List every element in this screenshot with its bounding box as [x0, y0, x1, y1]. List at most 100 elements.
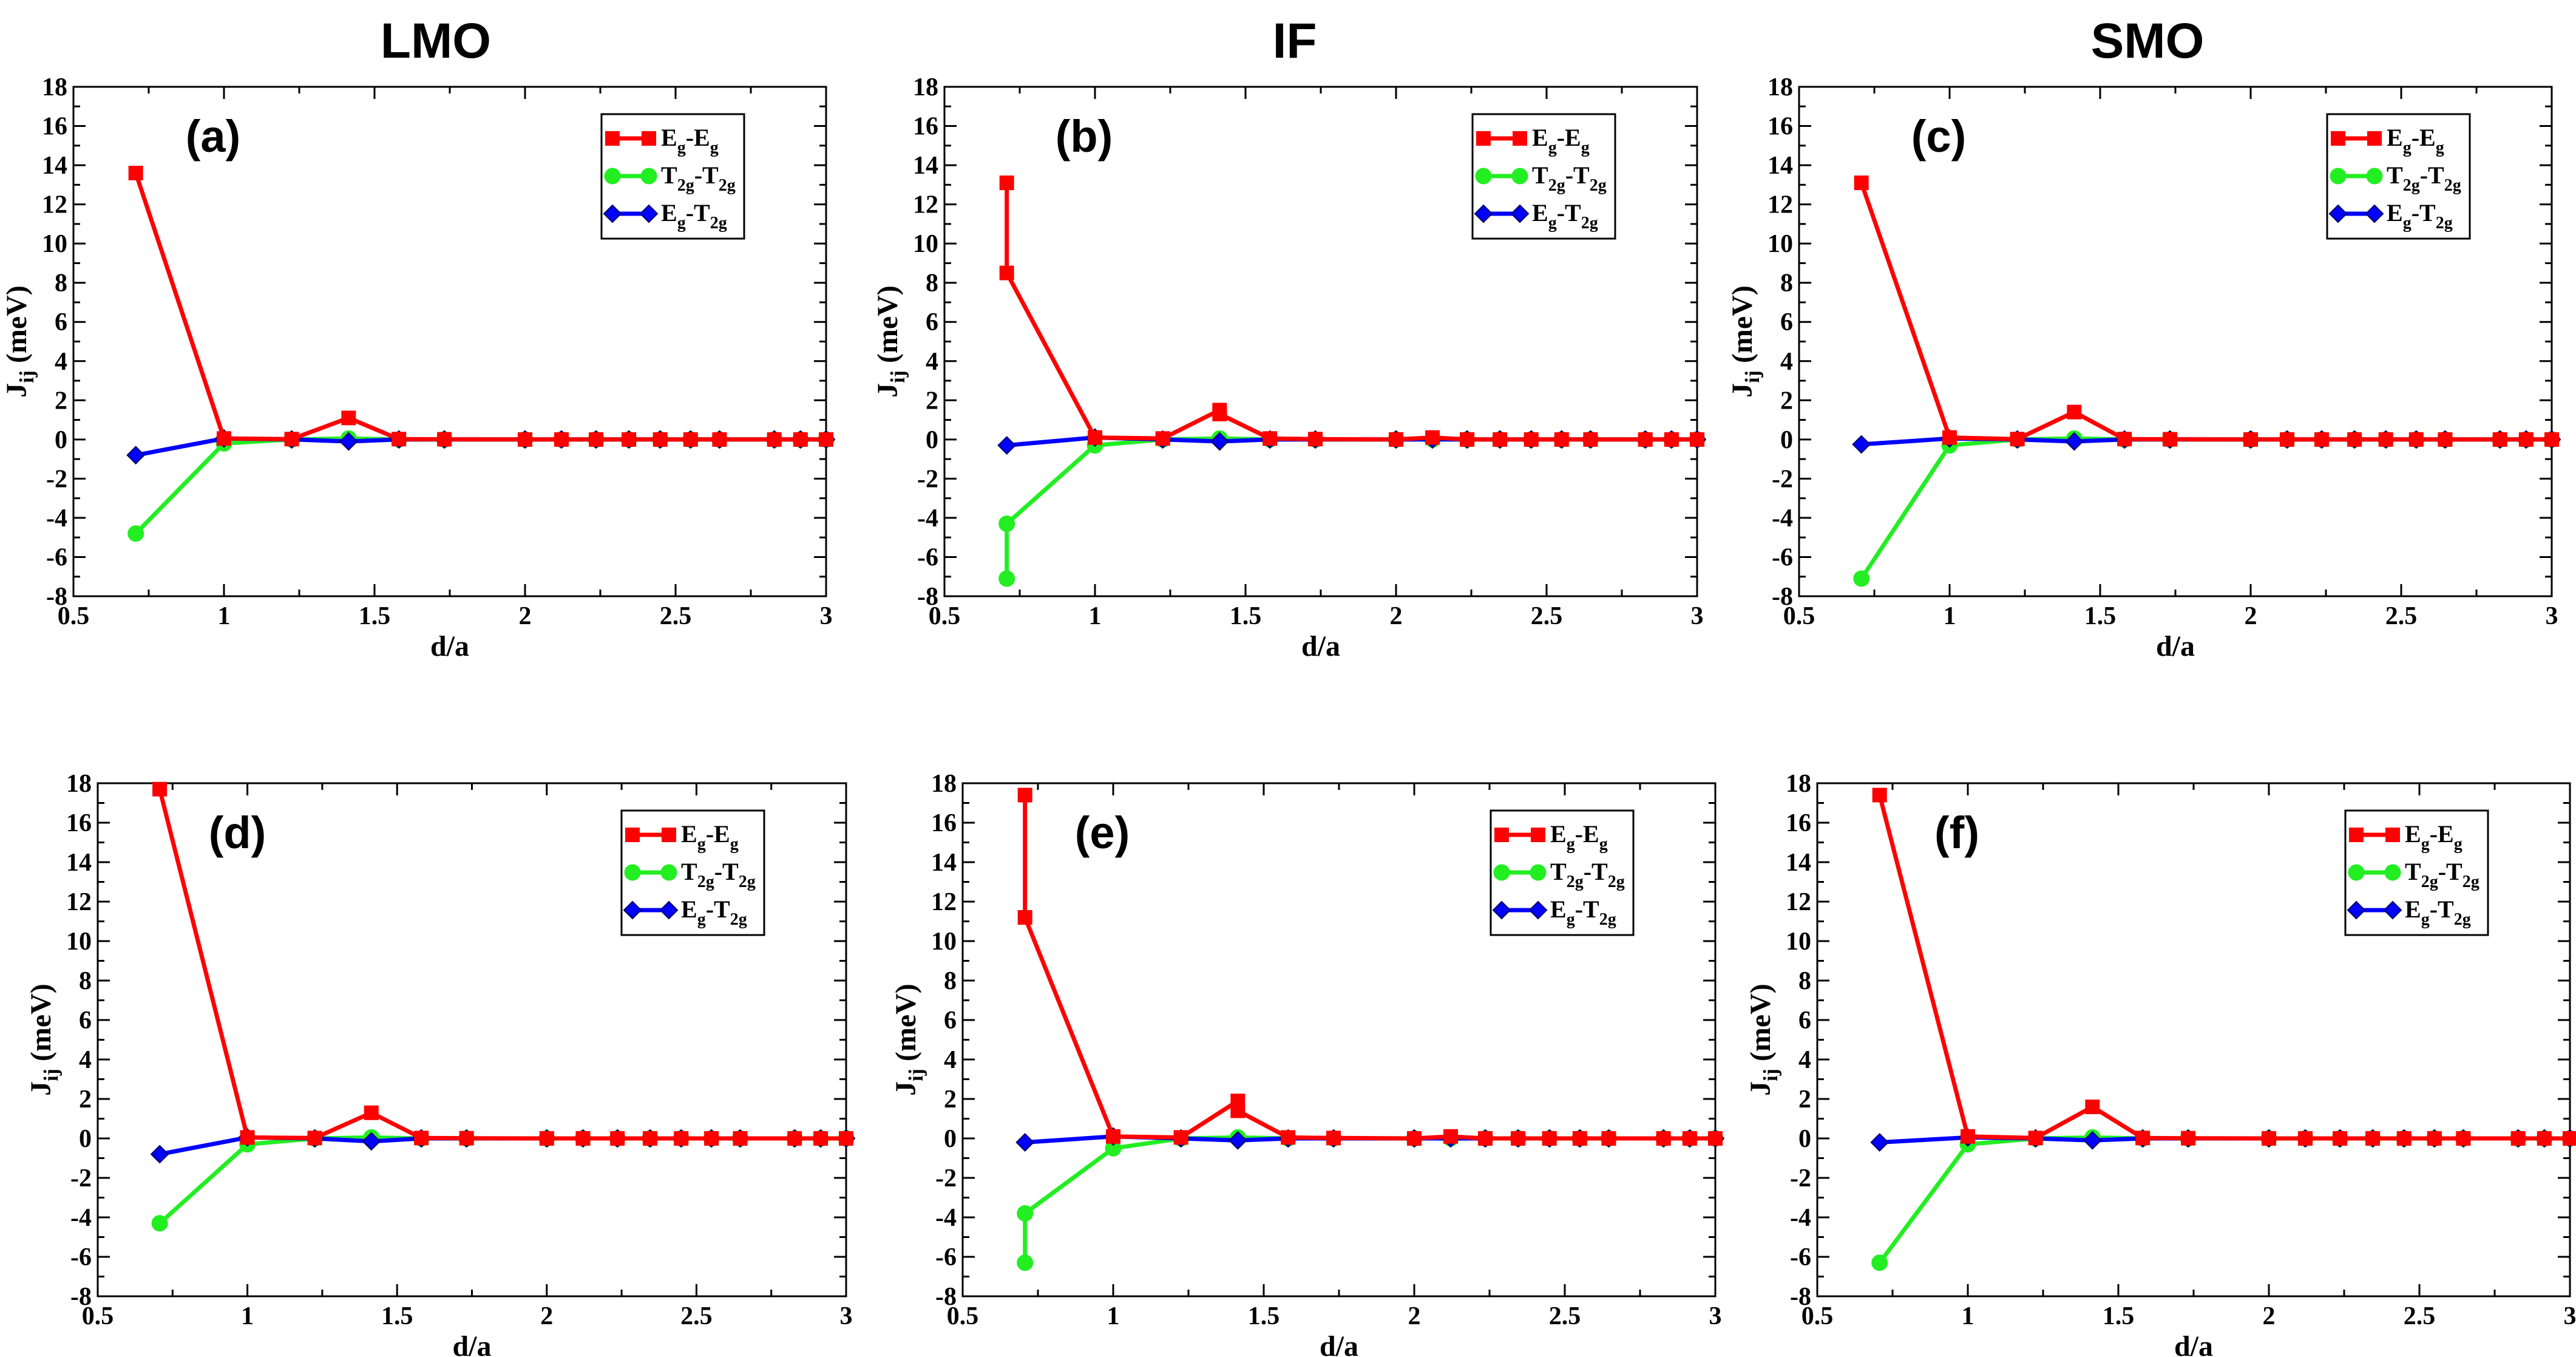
y-tick-label: 12 — [931, 888, 957, 916]
data-point-eg-eg — [2117, 432, 2132, 447]
legend-marker — [604, 168, 621, 185]
y-tick-label: -6 — [1772, 543, 1793, 571]
data-point-eg-eg — [999, 265, 1014, 281]
y-tick-label: 14 — [1768, 152, 1793, 180]
y-tick-label: -6 — [917, 543, 938, 571]
data-point-eg-eg — [1572, 1131, 1587, 1146]
y-tick-label: 2 — [79, 1086, 92, 1114]
data-point-eg-eg — [539, 1131, 554, 1146]
series-line-eg-eg — [1005, 183, 1697, 442]
data-point-eg-t2g — [997, 436, 1017, 455]
data-point-eg-eg — [1872, 787, 1887, 803]
data-point-eg-t2g — [126, 446, 146, 465]
legend-label-part: 2g — [739, 872, 756, 891]
legend-marker — [2384, 864, 2401, 881]
y-tick-label: 18 — [42, 73, 67, 101]
y-tick-label: -8 — [46, 583, 67, 611]
legend-label-part: g — [2436, 138, 2444, 157]
legend-label-part: g — [697, 910, 706, 929]
y-tick-label: 18 — [1786, 770, 1811, 798]
x-tick-label: 1.5 — [2084, 602, 2117, 630]
legend-label: T2g-T2g — [1532, 162, 1607, 195]
legend-label-part: g — [1599, 835, 1608, 854]
y-axis-label-unit: (meV) — [1726, 285, 1758, 370]
data-point-eg-eg — [240, 1130, 255, 1145]
data-point-t2g-t2g — [1853, 570, 1870, 587]
data-point-eg-eg — [128, 165, 143, 180]
data-point-eg-eg — [2544, 432, 2559, 447]
y-tick-label: 4 — [944, 1046, 957, 1074]
legend-label-part: -T — [1557, 199, 1581, 226]
legend-label-part: E — [2405, 820, 2421, 848]
y-axis-label: Jij (meV) — [1726, 285, 1764, 398]
legend-label-part: g — [1548, 214, 1557, 233]
data-point-t2g-t2g — [127, 525, 144, 542]
data-point-eg-eg — [1460, 432, 1475, 447]
y-axis-label: Jij (meV) — [1744, 984, 1782, 1096]
data-point-eg-eg — [1854, 175, 1869, 191]
panel-a: 0.5 1 1.5 2 2.5 3 -8 -6 -4 -2 0 2 4 6 8 10 12 14 16 18 d/a Ji… — [1, 73, 836, 662]
legend-label-part: g — [1567, 910, 1575, 929]
legend-label: T2g-T2g — [681, 858, 756, 891]
y-tick-label: 16 — [66, 809, 92, 837]
data-point-eg-eg — [1106, 1129, 1120, 1144]
legend-label-part: 2g — [1548, 176, 1565, 195]
x-axis-label: d/a — [1301, 630, 1340, 662]
legend-label-part: g — [730, 835, 739, 854]
y-axis-label-sub: ij — [1741, 370, 1764, 383]
data-point-eg-t2g — [1015, 1133, 1035, 1152]
legend-label-part: g — [1567, 835, 1575, 854]
data-point-eg-eg — [712, 432, 727, 447]
y-tick-label: 0 — [1780, 426, 1793, 454]
y-tick-label: 2 — [55, 387, 67, 415]
data-point-eg-eg — [2427, 1131, 2442, 1146]
data-point-eg-eg — [2028, 1131, 2043, 1146]
data-point-eg-eg — [2347, 432, 2362, 447]
x-axis-label: d/a — [430, 630, 469, 662]
data-point-eg-eg — [414, 1131, 429, 1146]
legend-label-part: -T — [2420, 162, 2444, 189]
data-point-eg-eg — [622, 432, 637, 447]
legend-label-part: g — [2421, 835, 2430, 854]
y-tick-label: 8 — [79, 967, 92, 995]
data-point-eg-t2g — [339, 432, 358, 451]
legend-marker — [1530, 864, 1547, 881]
data-point-eg-t2g — [362, 1132, 381, 1151]
legend-label-part: 2g — [1567, 872, 1584, 891]
data-point-eg-eg — [2085, 1100, 2100, 1114]
legend-label-part: -E — [1575, 820, 1599, 848]
y-tick-label: -4 — [70, 1204, 92, 1232]
data-point-eg-eg — [1425, 430, 1440, 445]
data-point-t2g-t2g — [998, 515, 1015, 532]
data-point-eg-eg — [1326, 1131, 1341, 1146]
legend-label-part: g — [697, 835, 706, 854]
data-point-eg-eg — [1230, 1103, 1246, 1118]
y-axis-label-unit: (meV) — [890, 984, 922, 1069]
y-tick-label: 16 — [42, 113, 67, 141]
y-tick-label: 6 — [1780, 308, 1793, 336]
y-tick-label: -4 — [1772, 505, 1793, 532]
x-tick-label: 2.5 — [1549, 1302, 1581, 1330]
legend-label-part: E — [2387, 199, 2403, 226]
legend-label-part: 2g — [697, 872, 714, 891]
data-point-eg-eg — [1088, 430, 1102, 445]
x-tick-label: 2 — [1390, 602, 1403, 630]
y-tick-label: 4 — [1798, 1046, 1811, 1074]
data-point-t2g-t2g — [1871, 1254, 1888, 1271]
data-point-eg-eg — [1493, 432, 1508, 447]
x-tick-label: 2 — [2245, 602, 2257, 630]
legend-marker — [639, 204, 659, 223]
data-point-eg-eg — [554, 432, 569, 447]
y-tick-label: -8 — [70, 1283, 92, 1311]
legend-marker — [2349, 828, 2364, 842]
y-tick-label: 14 — [1786, 849, 1811, 877]
x-tick-label: 2.5 — [2385, 602, 2418, 630]
y-axis-label-main: J — [872, 383, 904, 398]
x-tick-label: 2 — [1408, 1302, 1421, 1330]
y-axis-label-main: J — [1726, 383, 1758, 398]
legend-label-part: 2g — [710, 214, 727, 233]
data-point-eg-eg — [2243, 432, 2258, 447]
y-axis-label-sub: ij — [16, 370, 38, 383]
data-point-eg-eg — [819, 432, 833, 447]
